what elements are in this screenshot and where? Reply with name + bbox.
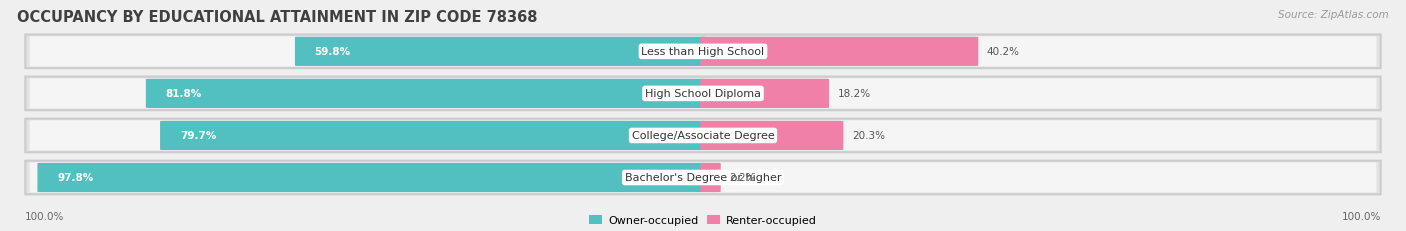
FancyBboxPatch shape bbox=[25, 161, 1381, 195]
FancyBboxPatch shape bbox=[700, 38, 979, 67]
FancyBboxPatch shape bbox=[295, 38, 706, 67]
FancyBboxPatch shape bbox=[38, 163, 706, 192]
FancyBboxPatch shape bbox=[146, 79, 706, 109]
Text: 2.2%: 2.2% bbox=[730, 173, 755, 183]
Text: OCCUPANCY BY EDUCATIONAL ATTAINMENT IN ZIP CODE 78368: OCCUPANCY BY EDUCATIONAL ATTAINMENT IN Z… bbox=[17, 10, 537, 25]
Text: 18.2%: 18.2% bbox=[838, 89, 870, 99]
Legend: Owner-occupied, Renter-occupied: Owner-occupied, Renter-occupied bbox=[589, 215, 817, 225]
FancyBboxPatch shape bbox=[160, 121, 706, 150]
FancyBboxPatch shape bbox=[30, 79, 1376, 109]
Text: 97.8%: 97.8% bbox=[58, 173, 93, 183]
FancyBboxPatch shape bbox=[30, 121, 1376, 151]
FancyBboxPatch shape bbox=[700, 79, 830, 109]
Text: 40.2%: 40.2% bbox=[987, 47, 1019, 57]
Text: 100.0%: 100.0% bbox=[1341, 211, 1381, 221]
Text: 79.7%: 79.7% bbox=[180, 131, 217, 141]
FancyBboxPatch shape bbox=[700, 163, 721, 192]
Text: Less than High School: Less than High School bbox=[641, 47, 765, 57]
FancyBboxPatch shape bbox=[30, 37, 1376, 67]
Text: College/Associate Degree: College/Associate Degree bbox=[631, 131, 775, 141]
FancyBboxPatch shape bbox=[25, 119, 1381, 153]
Text: Source: ZipAtlas.com: Source: ZipAtlas.com bbox=[1278, 10, 1389, 20]
Text: Bachelor's Degree or higher: Bachelor's Degree or higher bbox=[624, 173, 782, 183]
Text: 100.0%: 100.0% bbox=[25, 211, 65, 221]
FancyBboxPatch shape bbox=[25, 35, 1381, 69]
FancyBboxPatch shape bbox=[25, 77, 1381, 111]
FancyBboxPatch shape bbox=[30, 163, 1376, 193]
FancyBboxPatch shape bbox=[700, 121, 844, 150]
Text: 81.8%: 81.8% bbox=[166, 89, 202, 99]
Text: High School Diploma: High School Diploma bbox=[645, 89, 761, 99]
Text: 20.3%: 20.3% bbox=[852, 131, 884, 141]
Text: 59.8%: 59.8% bbox=[315, 47, 350, 57]
